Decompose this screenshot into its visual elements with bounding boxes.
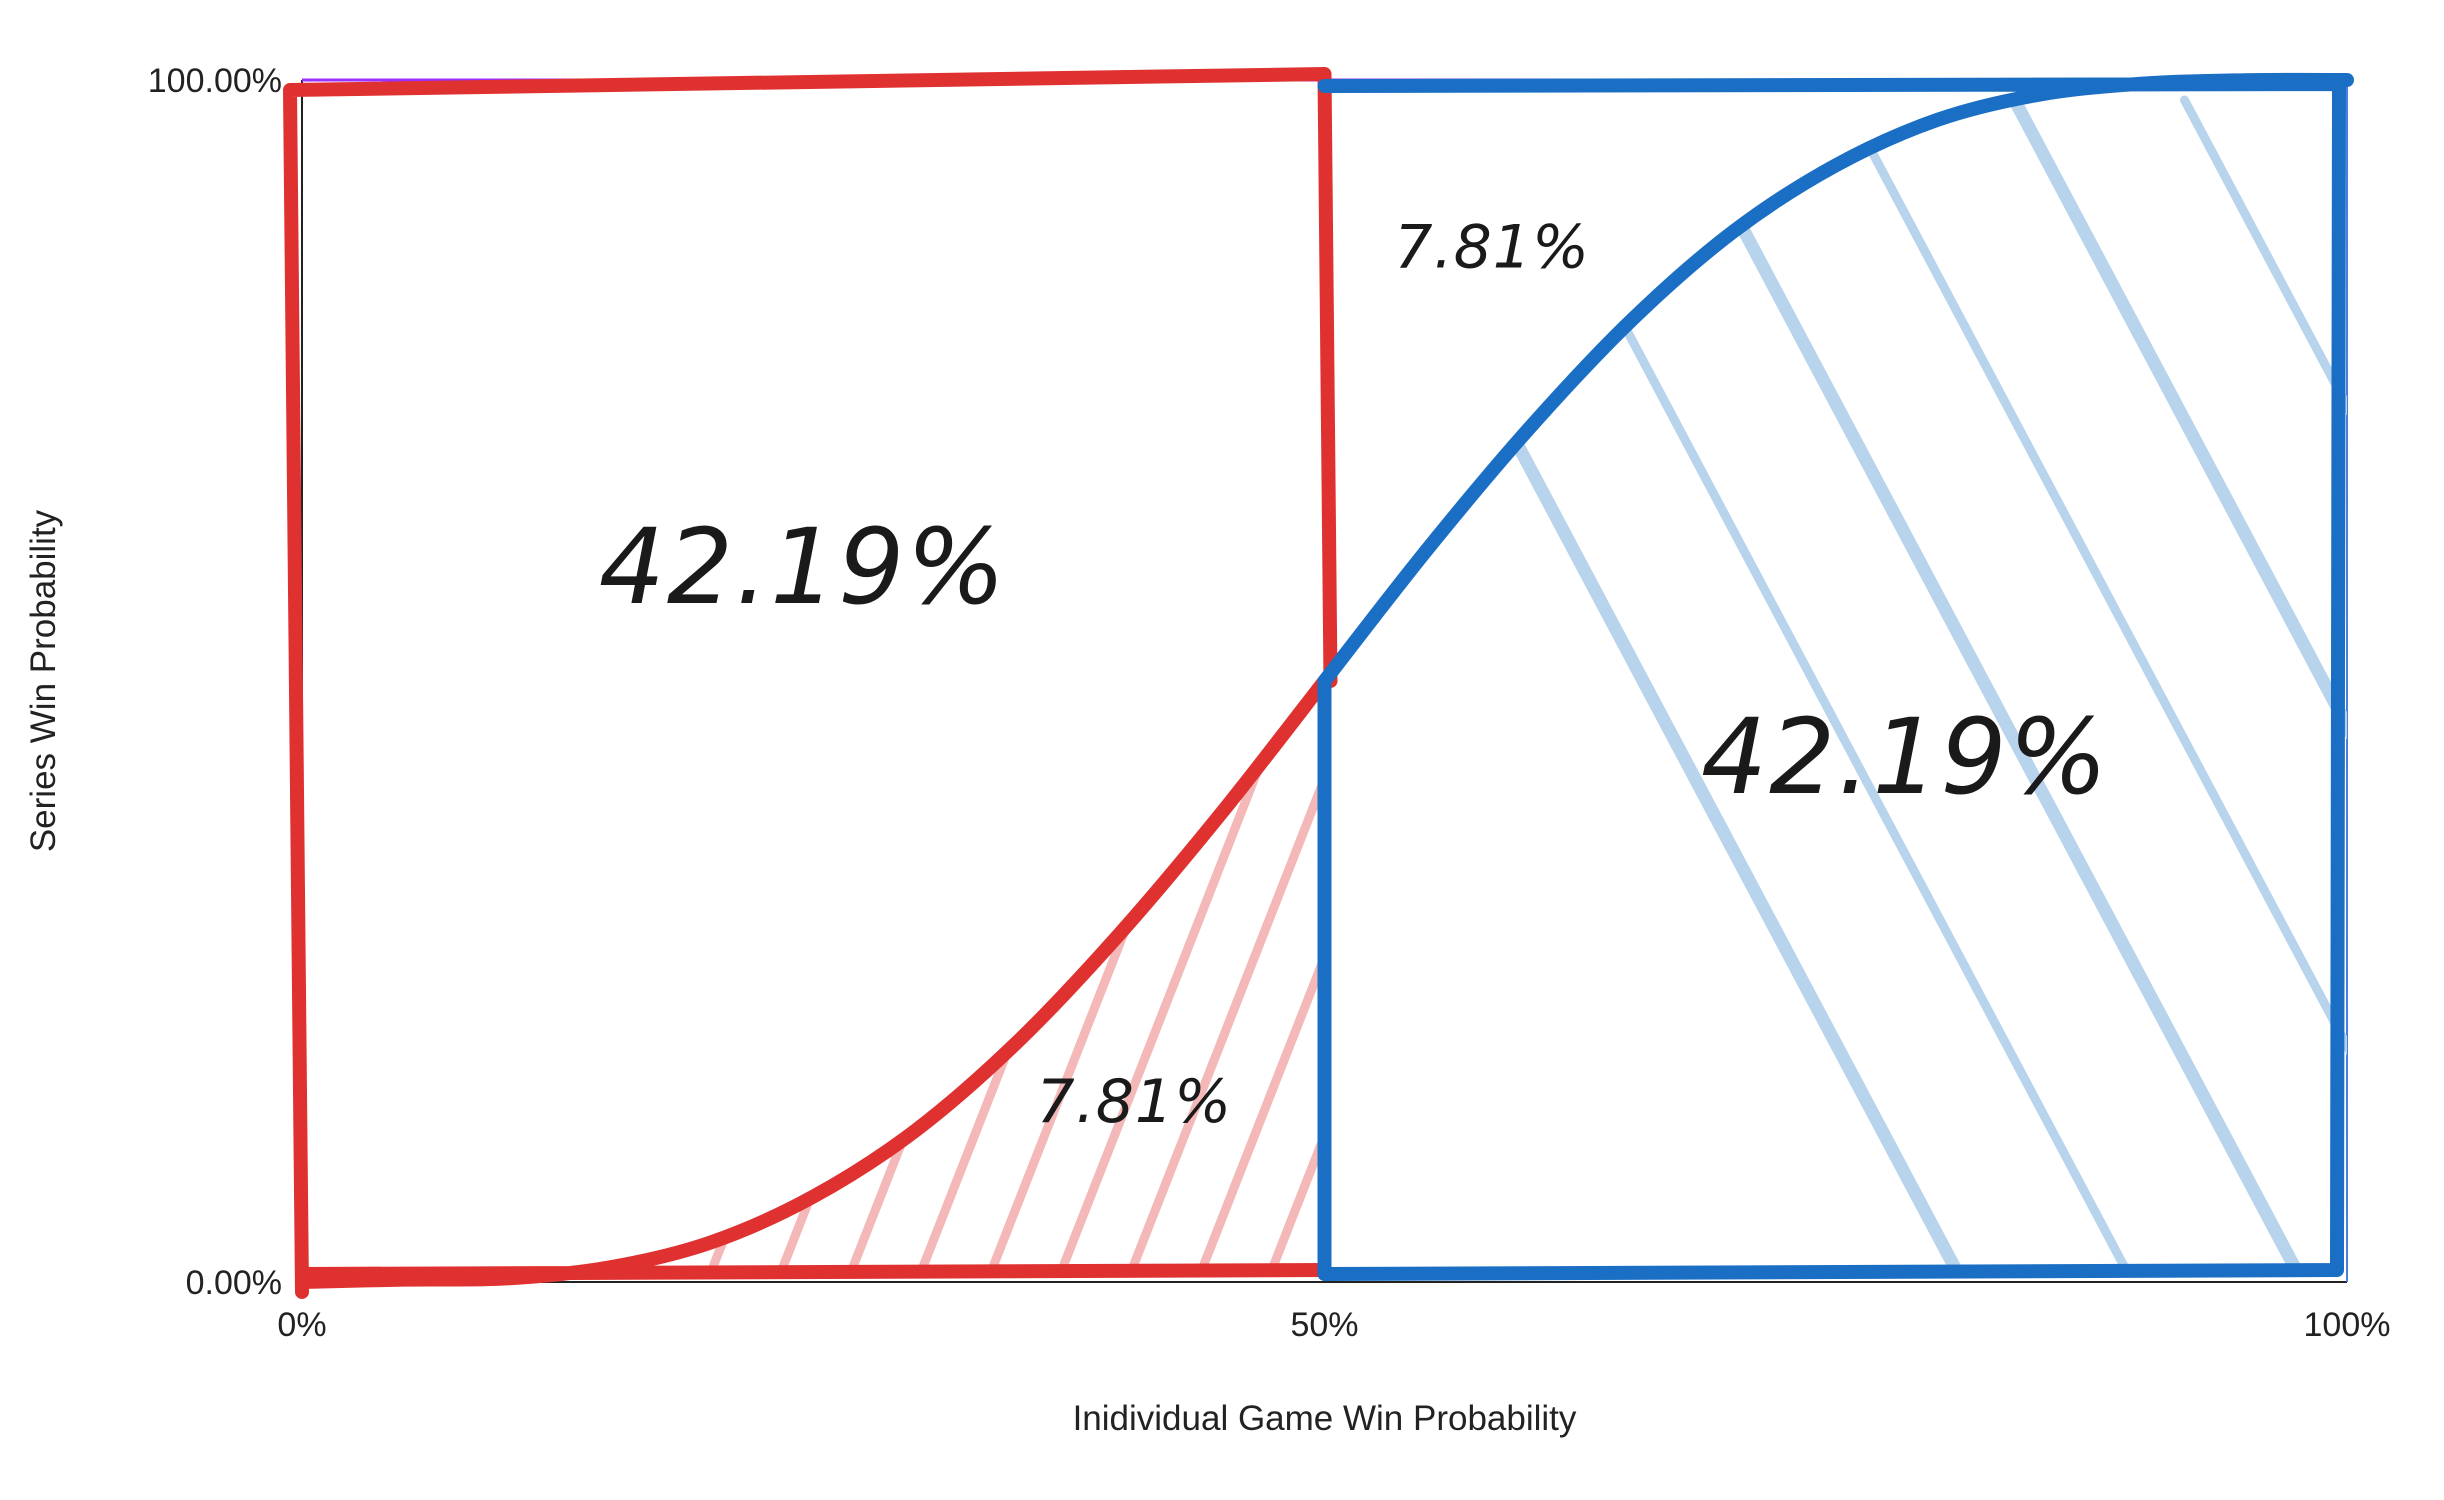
x-axis-title: Inidividual Game Win Probability <box>1073 1399 1577 1438</box>
blue-hatch-stroke <box>2355 100 2444 1267</box>
blue-hatch-stroke <box>2180 95 2347 1272</box>
blue-hatch-stroke <box>1840 95 2347 1272</box>
annotation-upper-right: 7.81% <box>1394 213 1590 283</box>
annotation-upper-left: 42.19% <box>599 506 1008 628</box>
red-hatch-stroke <box>1126 757 1325 1277</box>
red-hatch-region <box>706 757 1541 1277</box>
y-axis-title: Series Win Probability <box>24 509 63 852</box>
red-hatch-stroke <box>1196 757 1325 1277</box>
red-region-outline <box>283 67 1338 1299</box>
blue-region-outline <box>1317 72 2354 1281</box>
red-hatch-stroke <box>1266 757 1325 1277</box>
y-tick-label: 100.00% <box>148 62 282 100</box>
y-tick-label: 0.00% <box>186 1264 282 1302</box>
x-tick-label: 100% <box>2304 1306 2391 1344</box>
annotation-lower-left: 7.81% <box>1037 1067 1233 1137</box>
blue-hatch-stroke <box>1500 95 2129 1272</box>
red-hatch-stroke <box>1341 762 1541 1272</box>
x-tick-label: 50% <box>1290 1306 1358 1344</box>
x-tick-label: 0% <box>277 1306 326 1344</box>
annotation-lower-right: 42.19% <box>1701 696 2110 818</box>
red-hatch-stroke <box>1056 757 1266 1277</box>
blue-hatch-stroke <box>2008 93 2347 1274</box>
blue-hatch-stroke <box>1668 93 2301 1274</box>
